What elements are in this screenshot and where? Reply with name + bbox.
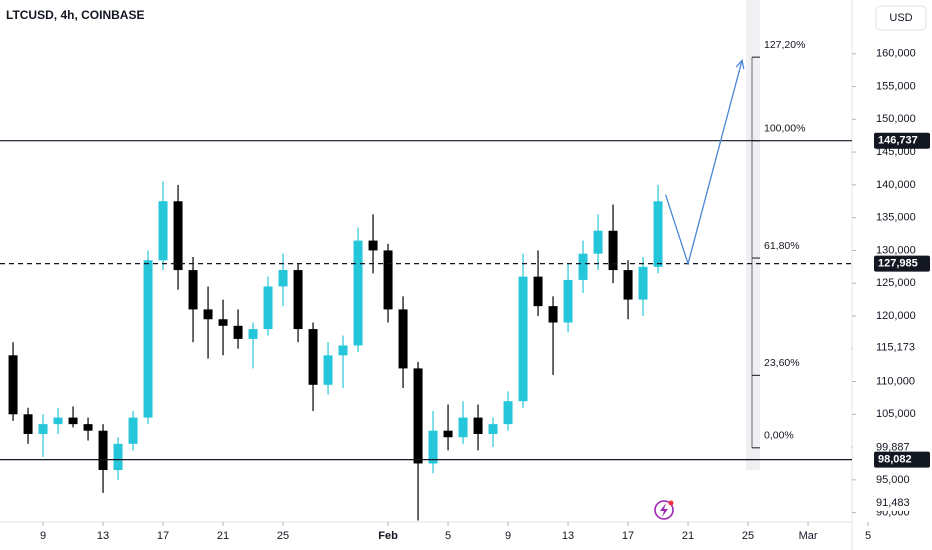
y-tick-label: 150,000 (876, 113, 916, 125)
chart-title: LTCUSD, 4h, COINBASE (6, 8, 144, 22)
currency-button[interactable] (875, 5, 927, 31)
level-box (874, 132, 930, 149)
x-tick-label: 21 (217, 530, 229, 542)
price-label-box (853, 339, 932, 356)
candle-body (83, 424, 93, 431)
y-tick-label: 145,000 (876, 146, 916, 158)
level-box (874, 451, 930, 468)
y-tick-label: 155,000 (876, 80, 916, 92)
level-label: 98,082 (878, 454, 912, 466)
candle-body (98, 430, 108, 471)
candle-body (398, 309, 408, 369)
x-tick-label: Feb (378, 530, 398, 542)
candle-body (518, 276, 528, 402)
y-tick-label: 160,000 (876, 48, 916, 60)
x-tick-label: 9 (40, 530, 46, 542)
candle-body (428, 430, 438, 464)
y-tick-label: 130,000 (876, 244, 916, 256)
x-tick-label: 17 (157, 530, 169, 542)
candle-body (578, 253, 588, 280)
candle-body (38, 424, 48, 434)
fib-label: 23,60% (764, 357, 800, 369)
candle-body (158, 201, 168, 261)
candle-body (593, 230, 603, 254)
candle-body (8, 355, 18, 415)
candle-body (128, 417, 138, 444)
x-tick-label: 17 (622, 530, 634, 542)
fib-band (746, 0, 760, 470)
level-label: 146,737 (878, 135, 918, 147)
candle-body (563, 279, 573, 323)
fib-label: 0,00% (764, 430, 794, 442)
candle-body (203, 309, 213, 320)
x-tick-label: 25 (277, 530, 289, 542)
candle-body (623, 270, 633, 300)
price-label: 115,173 (876, 342, 915, 354)
x-tick-label: 13 (562, 530, 574, 542)
candle-body (173, 201, 183, 271)
level-label: 127,985 (878, 258, 918, 270)
candle-body (218, 319, 228, 326)
alert-circle[interactable] (654, 500, 674, 520)
alert-bolt[interactable] (660, 503, 668, 517)
fib-label: 61,80% (764, 240, 800, 252)
candle-body (263, 286, 273, 330)
candle-body (338, 345, 348, 356)
candle-body (443, 430, 453, 438)
price-label-box (853, 494, 932, 511)
x-tick-label: 21 (682, 530, 694, 542)
x-tick-label: 25 (742, 530, 754, 542)
x-tick-label: 13 (97, 530, 109, 542)
candle-body (548, 306, 558, 323)
alert-icon[interactable] (654, 500, 674, 520)
candle-body (233, 325, 243, 339)
candle-body (533, 276, 543, 307)
candle-body (368, 240, 378, 251)
x-tick-label: Mar (799, 530, 818, 542)
y-tick-label: 140,000 (876, 179, 916, 191)
candle-body (353, 240, 363, 346)
x-tick-label: 5 (445, 530, 451, 542)
candle-body (473, 417, 483, 434)
price-label: 91,483 (876, 497, 910, 509)
alert-dot[interactable] (668, 500, 674, 506)
candle-body (383, 250, 393, 310)
candle-body (278, 270, 288, 287)
x-tick-label: 5 (865, 530, 871, 542)
y-tick-label: 95,000 (876, 474, 910, 486)
candle-body (23, 414, 33, 434)
level-box (874, 255, 930, 272)
candle-body (488, 424, 498, 434)
y-tick-label: 120,000 (876, 310, 916, 322)
fib-label: 127,20% (764, 39, 805, 51)
candle-body (248, 329, 258, 339)
candle-body (308, 329, 318, 385)
candle-body (413, 368, 423, 464)
candle-body (143, 260, 153, 418)
candle-body (68, 417, 78, 425)
y-tick-label: 125,000 (876, 277, 916, 289)
projection-arrowhead (735, 58, 745, 70)
candle-body (53, 417, 63, 425)
candle-body (608, 230, 618, 271)
candle-body (293, 270, 303, 330)
candle-body (503, 401, 513, 425)
candle-body (113, 443, 123, 471)
currency-label[interactable]: USD (889, 12, 912, 24)
candle-body (653, 201, 663, 267)
candle-body (188, 270, 198, 310)
x-tick-label: 9 (505, 530, 511, 542)
candle-body (638, 266, 648, 300)
candle-body (323, 355, 333, 385)
y-tick-label: 135,000 (876, 212, 916, 224)
fib-label: 100,00% (764, 122, 805, 134)
projection-path (664, 60, 743, 266)
y-tick-label: 105,000 (876, 408, 916, 420)
candle-body (458, 417, 468, 438)
price-label: 99,887 (876, 442, 910, 454)
y-tick-label: 110,000 (876, 375, 915, 387)
